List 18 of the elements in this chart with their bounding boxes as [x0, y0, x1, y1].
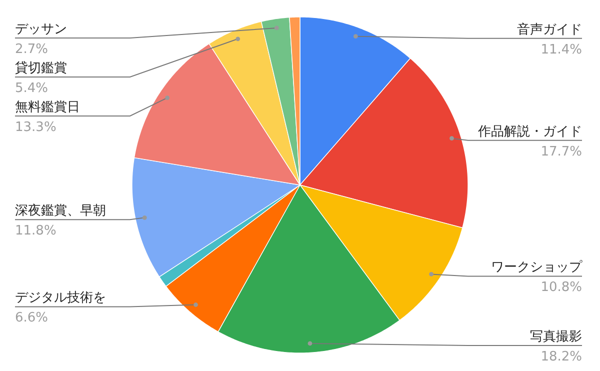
slice-label: デジタル技術を: [15, 290, 106, 306]
slice-label: デッサン: [15, 22, 67, 37]
data-label: 6.6%: [15, 310, 48, 326]
data-label: 13.3%: [15, 120, 56, 135]
data-label: 11.8%: [15, 224, 56, 239]
slice-label: ワークショップ: [491, 260, 583, 276]
slice-label: 写真撮影: [530, 329, 582, 344]
data-label: 5.4%: [15, 81, 48, 96]
slice-label: 音声ガイド: [517, 22, 582, 38]
data-label: 11.4%: [540, 42, 582, 58]
data-label: 18.2%: [540, 349, 582, 364]
data-label: 17.7%: [540, 144, 582, 160]
data-label: 10.8%: [540, 280, 582, 296]
slice-label: 無料鑑賞日: [15, 100, 80, 115]
slice-label: 作品解説・ガイド: [477, 124, 582, 140]
data-label: 2.7%: [15, 42, 48, 57]
slice-label: 貸切鑑賞: [15, 61, 67, 76]
slice-label: 深夜鑑賞、早朝: [15, 202, 106, 219]
